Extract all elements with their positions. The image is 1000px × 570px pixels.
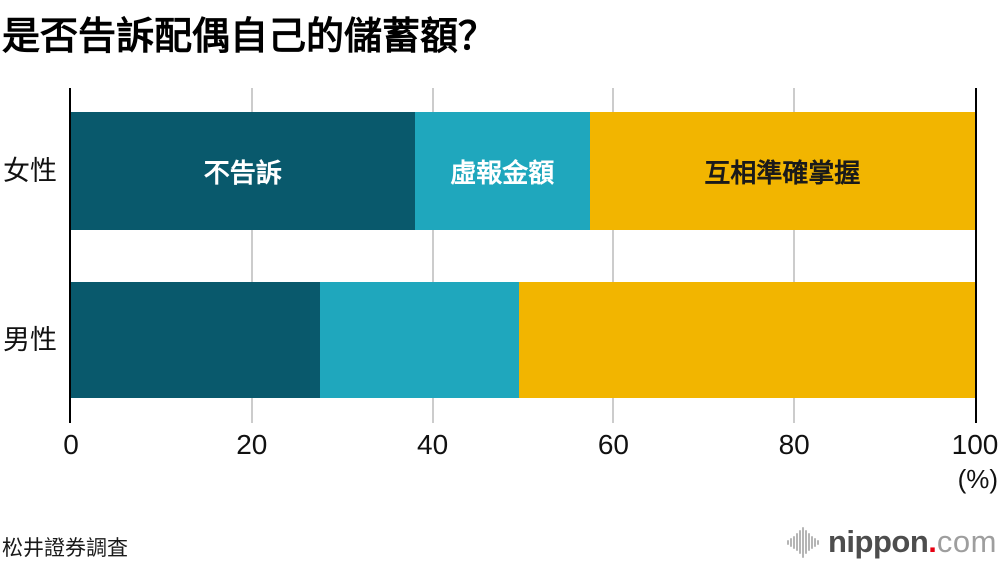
x-tick-label: 100 xyxy=(951,429,999,460)
segment-label: 不告訴 xyxy=(203,157,282,188)
x-tick-label: 40 xyxy=(417,429,449,460)
logo-text: nippon.com xyxy=(828,525,997,559)
segment-label: 互相準確掌握 xyxy=(704,157,861,188)
axis-unit-label: (%) xyxy=(957,464,998,494)
logo-text-suffix: com xyxy=(936,524,997,559)
bar-segment xyxy=(71,282,320,398)
bar-row-0: 不告訴 虛報金額 互相準確掌握 xyxy=(71,112,975,230)
x-tick-label: 20 xyxy=(236,429,268,460)
gridline xyxy=(250,88,253,423)
gridline xyxy=(431,88,434,423)
nippon-logo: nippon.com xyxy=(787,519,997,565)
audio-wave-icon xyxy=(787,525,819,559)
logo-dot: . xyxy=(928,524,937,559)
x-tick-label: 80 xyxy=(778,429,810,460)
plot-area: 不告訴 虛報金額 互相準確掌握 xyxy=(69,88,977,423)
logo-text-main: nippon xyxy=(828,524,929,559)
bar-row-1 xyxy=(71,282,975,398)
bar-segment: 不告訴 xyxy=(71,112,415,230)
segment-label: 虛報金額 xyxy=(450,157,555,188)
chart-title: 是否告訴配偶自己的儲蓄額？ xyxy=(2,16,497,58)
x-tick-label: 0 xyxy=(63,429,79,460)
source-note: 松井證券調査 xyxy=(2,537,128,560)
bar-segment: 虛報金額 xyxy=(414,112,590,230)
bar-segment xyxy=(519,282,975,398)
gridline xyxy=(793,88,796,423)
bar-segment: 互相準確掌握 xyxy=(589,112,975,230)
x-tick-label: 60 xyxy=(597,429,629,460)
gridline xyxy=(612,88,615,423)
x-axis-tick-labels: 0 20 40 60 80 100 xyxy=(63,429,998,464)
bar-segment xyxy=(319,282,520,398)
category-label: 男性 xyxy=(3,325,57,355)
category-label: 女性 xyxy=(3,156,57,186)
